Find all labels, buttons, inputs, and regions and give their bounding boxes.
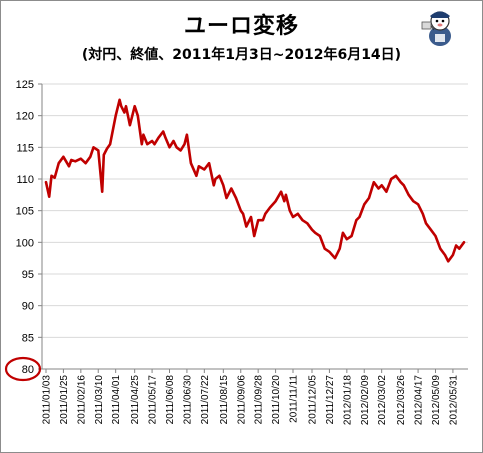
y-tick-label: 115 <box>16 142 34 154</box>
y-tick-label: 90 <box>22 301 34 313</box>
x-tick-label: 2012/02/09 <box>360 375 371 425</box>
y-tick-label: 120 <box>16 111 34 123</box>
x-tick-label: 2012/01/18 <box>342 375 353 425</box>
y-tick-label: 100 <box>16 237 34 249</box>
y-tick-label: 80 <box>22 364 34 376</box>
x-tick-label: 2012/04/17 <box>414 375 425 425</box>
chart-title: ユーロ変移 <box>183 14 299 39</box>
x-tick-label: 2011/12/27 <box>325 375 336 425</box>
series-line <box>44 98 466 263</box>
x-tick-label: 2011/04/01 <box>111 375 122 425</box>
x-tick-label: 2011/08/15 <box>219 375 230 425</box>
mascot-illustration-icon <box>418 6 462 54</box>
x-tick-label: 2011/05/17 <box>148 375 159 425</box>
x-tick-label: 2011/03/10 <box>94 375 105 425</box>
x-tick-label: 2012/05/09 <box>431 375 442 425</box>
y-tick-label: 85 <box>22 332 34 344</box>
x-tick-label: 2011/01/25 <box>59 375 70 425</box>
chart-subtitle: (対円、終値、2011年1月3日~2012年6月14日) <box>81 47 402 63</box>
x-tick-label: 2011/09/06 <box>236 375 247 425</box>
x-tick-label: 2011/02/16 <box>76 375 87 425</box>
y-tick-label: 110 <box>16 174 34 186</box>
y-axis-minimum-highlight-circle <box>4 356 42 382</box>
y-tick-label: 105 <box>16 206 34 218</box>
y-tick-label: 125 <box>16 79 34 91</box>
x-tick-label: 2012/05/31 <box>448 375 459 425</box>
x-tick-label: 2011/07/22 <box>200 375 211 425</box>
x-tick-label: 2011/06/08 <box>165 375 176 425</box>
x-tick-label: 2011/09/28 <box>254 375 265 425</box>
x-tick-label: 2011/12/05 <box>308 375 319 425</box>
x-tick-label: 2011/11/11 <box>289 375 300 423</box>
y-tick-label: 95 <box>22 269 34 281</box>
x-tick-label: 2011/01/03 <box>42 375 53 425</box>
x-tick-label: 2012/03/26 <box>396 375 407 425</box>
x-tick-label: 2011/04/25 <box>130 375 141 425</box>
x-tick-label: 2011/10/20 <box>271 375 282 425</box>
x-tick-label: 2011/06/30 <box>182 375 193 425</box>
x-tick-label: 2012/03/02 <box>377 375 388 425</box>
